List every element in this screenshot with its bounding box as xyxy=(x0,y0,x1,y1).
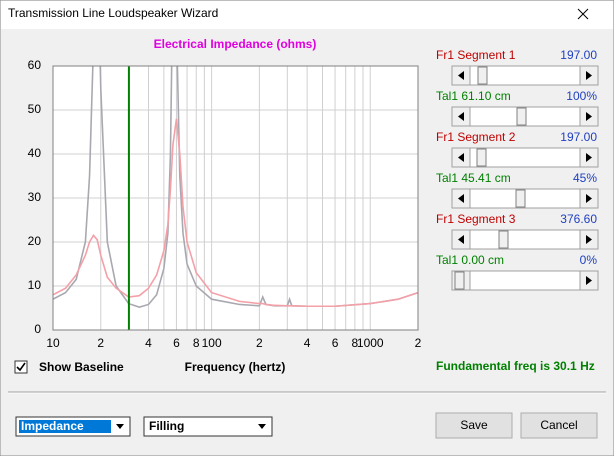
x-tick-label: 4 xyxy=(145,336,152,350)
button-label: Save xyxy=(460,418,488,432)
cancel-button[interactable]: Cancel xyxy=(520,412,598,439)
x-tick-label: 6 xyxy=(332,336,339,350)
slider-track xyxy=(451,65,599,86)
material-dropdown[interactable]: Filling xyxy=(143,416,273,437)
slider-track xyxy=(451,229,599,250)
arrow-icon xyxy=(586,112,592,121)
slider-value: 197.00 xyxy=(560,130,597,144)
x-tick-label: 8 xyxy=(193,336,200,350)
title-bar xyxy=(1,1,613,29)
slider[interactable] xyxy=(451,229,599,250)
slider-label: Fr1 Segment 1 xyxy=(436,48,516,62)
button-label: Cancel xyxy=(540,418,577,432)
y-tick-label: 60 xyxy=(28,58,42,72)
arrow-icon xyxy=(586,194,592,203)
slider-value: 376.60 xyxy=(560,212,597,226)
slider-thumb xyxy=(476,148,487,167)
slider-thumb xyxy=(477,66,488,85)
close-button[interactable] xyxy=(577,8,589,20)
fundamental-text: Fundamental freq is 30.1 Hz xyxy=(436,359,595,373)
arrow-icon xyxy=(586,71,592,80)
x-tick-label: 2 xyxy=(256,336,263,350)
dropdown-value: Impedance xyxy=(21,419,84,433)
view-dropdown[interactable]: Impedance xyxy=(15,416,131,437)
slider[interactable] xyxy=(451,65,599,86)
y-tick-label: 50 xyxy=(28,102,42,116)
slider[interactable] xyxy=(451,270,599,291)
arrow-icon xyxy=(458,235,464,244)
y-tick-label: 20 xyxy=(28,234,42,248)
arrow-icon xyxy=(458,112,464,121)
y-tick-label: 40 xyxy=(28,146,42,160)
slider-label: Fr1 Segment 3 xyxy=(436,212,516,226)
slider[interactable] xyxy=(451,106,599,127)
impedance-line xyxy=(53,118,418,308)
slider-label: Tal1 45.41 cm xyxy=(436,171,511,185)
slider-label: Tal1 61.10 cm xyxy=(436,89,511,103)
y-tick-label: 30 xyxy=(28,190,42,204)
x-tick-label: 8 xyxy=(352,336,359,350)
x-tick-label: 4 xyxy=(304,336,311,350)
slider-thumb xyxy=(516,107,527,126)
arrow-icon xyxy=(586,153,592,162)
x-tick-label: 10 xyxy=(46,336,60,350)
slider-value: 0% xyxy=(580,253,598,267)
arrow-icon xyxy=(458,153,464,162)
x-axis-label: Frequency (hertz) xyxy=(185,360,286,374)
chart-title: Electrical Impedance (ohms) xyxy=(154,37,317,51)
save-button[interactable]: Save xyxy=(435,412,513,439)
slider[interactable] xyxy=(451,188,599,209)
slider-value: 197.00 xyxy=(560,48,597,62)
dropdown-value: Filling xyxy=(149,419,184,433)
arrow-icon xyxy=(458,194,464,203)
x-tick-label: 2 xyxy=(97,336,104,350)
checkbox-box xyxy=(14,360,28,374)
slider-thumb xyxy=(515,189,526,208)
slider-label: Tal1 0.00 cm xyxy=(436,253,504,267)
slider-thumb xyxy=(498,230,509,249)
slider-label: Fr1 Segment 2 xyxy=(436,130,516,144)
slider[interactable] xyxy=(451,147,599,168)
x-tick-label: 6 xyxy=(173,336,180,350)
arrow-icon xyxy=(586,235,592,244)
slider-value: 45% xyxy=(573,171,597,185)
check-mark xyxy=(16,362,26,372)
slider-track xyxy=(451,270,599,291)
slider-thumb xyxy=(454,271,465,290)
arrow-icon xyxy=(458,71,464,80)
x-tick-label: 1000 xyxy=(357,336,384,350)
y-tick-label: 10 xyxy=(28,278,42,292)
x-tick-label: 2 xyxy=(415,336,422,350)
window-title: Transmission Line Loudspeaker Wizard xyxy=(8,6,218,20)
impedance-line xyxy=(53,66,418,308)
y-tick-label: 0 xyxy=(34,322,41,336)
arrow-icon xyxy=(586,276,592,285)
checkbox-label: Show Baseline xyxy=(39,360,124,374)
slider-track xyxy=(451,147,599,168)
plot-border xyxy=(52,65,419,331)
baseline-checkbox[interactable]: Show Baseline xyxy=(14,360,124,374)
slider-value: 100% xyxy=(566,89,597,103)
x-tick-label: 100 xyxy=(202,336,222,350)
